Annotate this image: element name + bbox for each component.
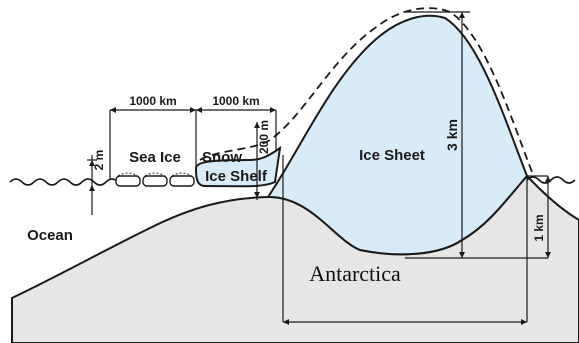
ice-shelf-body (194, 145, 282, 188)
dimension-ice-shelf-width: 1000 km (212, 94, 259, 108)
ice-sheet-label: Ice Sheet (359, 147, 425, 164)
dimension-sea-ice-thickness: 2 m (92, 150, 106, 171)
dimension-sea-ice-width: 1000 km (129, 94, 176, 108)
antarctica-label: Antarctica (309, 261, 401, 286)
sea-ice-floe (142, 175, 168, 187)
antarctica-extent-dimension (282, 155, 527, 323)
sea-ice-floes (115, 172, 195, 187)
ice-shelf-width-dimension (196, 109, 277, 150)
ice-sheet-height-dimension (405, 11, 548, 259)
sea-ice-floe (169, 175, 195, 187)
bedrock-depth-dimension (526, 175, 549, 322)
sea-ice-snow (117, 172, 193, 177)
snow-outline-dashed (199, 7, 533, 173)
ice-shelf-label: Ice Shelf (205, 168, 268, 185)
ocean-surface-left (9, 178, 131, 186)
dimension-ice-sheet-height: 3 km (444, 119, 460, 151)
sea-ice-label: Sea Ice (129, 149, 181, 166)
dimension-bedrock-depth: 1 km (532, 214, 546, 241)
ocean-label: Ocean (27, 227, 73, 244)
dimension-arrowheads (89, 12, 551, 325)
sea-ice-width-dimension (109, 109, 197, 180)
ocean-surface-right (526, 176, 576, 184)
snow-label: Snow (202, 149, 242, 166)
dimension-ice-shelf-thickness: 200 m (257, 120, 271, 154)
sea-ice-floe (115, 175, 141, 187)
